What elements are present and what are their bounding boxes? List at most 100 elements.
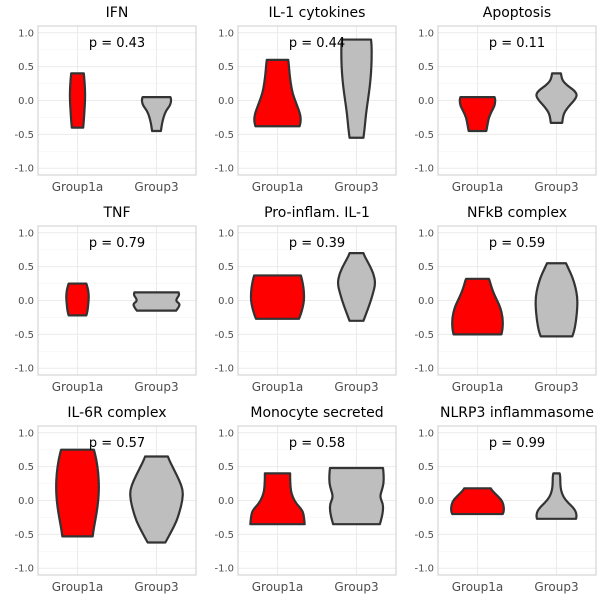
x-tick-label: Group1a bbox=[452, 580, 504, 594]
x-tick-label: Group3 bbox=[134, 580, 178, 594]
y-tick-label: 1.0 bbox=[18, 428, 34, 439]
p-value-label: p = 0.44 bbox=[289, 36, 345, 51]
y-tick-label: -0.5 bbox=[214, 530, 234, 541]
x-tick-label: Group3 bbox=[534, 180, 578, 194]
x-tick-label: Group3 bbox=[334, 380, 378, 394]
panel-6: -1.0 -0.5 0.0 0.5 1.0 Group1a Group3 NFkB compl… bbox=[414, 205, 597, 394]
plot-frame bbox=[37, 425, 197, 576]
violin-group1a bbox=[451, 277, 504, 336]
panel-title: NFkB complex bbox=[467, 205, 567, 221]
panel-7: -1.0 -0.5 0.0 0.5 1.0 Group1a Group3 IL-6R comp… bbox=[14, 405, 197, 594]
y-tick-label: 0.0 bbox=[18, 96, 34, 107]
y-tick-label: 0.5 bbox=[418, 462, 434, 473]
x-tick-label: Group1a bbox=[252, 180, 304, 194]
x-tick-label: Group3 bbox=[534, 580, 578, 594]
plot-frame bbox=[437, 425, 597, 576]
y-tick-label: -0.5 bbox=[414, 130, 434, 141]
violin-group3 bbox=[336, 251, 377, 322]
y-tick-label: 0.0 bbox=[418, 496, 434, 507]
panel-title: IL-6R complex bbox=[67, 405, 166, 421]
violin-group1a bbox=[249, 274, 306, 320]
y-tick-label: -1.0 bbox=[214, 164, 234, 175]
y-tick-label: 0.5 bbox=[218, 62, 234, 73]
y-tick-label: -0.5 bbox=[414, 330, 434, 341]
violin-group3 bbox=[140, 96, 173, 133]
y-tick-label: 1.0 bbox=[418, 228, 434, 239]
y-tick-label: 0.0 bbox=[218, 496, 234, 507]
panel-title: TNF bbox=[102, 205, 130, 221]
y-tick-label: 1.0 bbox=[18, 228, 34, 239]
x-tick-label: Group3 bbox=[534, 380, 578, 394]
y-tick-label: 0.0 bbox=[418, 96, 434, 107]
p-value-label: p = 0.11 bbox=[489, 36, 545, 51]
x-tick-label: Group1a bbox=[52, 380, 104, 394]
x-tick-label: Group1a bbox=[252, 380, 304, 394]
violin-group3 bbox=[129, 455, 184, 544]
violin-group3 bbox=[132, 291, 181, 312]
y-tick-label: -0.5 bbox=[14, 330, 34, 341]
y-tick-label: 1.0 bbox=[218, 28, 234, 39]
violin-group3 bbox=[340, 38, 373, 139]
p-value-label: p = 0.39 bbox=[289, 236, 345, 251]
x-tick-label: Group1a bbox=[52, 580, 104, 594]
y-tick-label: -0.5 bbox=[14, 130, 34, 141]
p-value-label: p = 0.99 bbox=[489, 436, 545, 451]
violin-group1a bbox=[55, 448, 100, 538]
panel-8: -1.0 -0.5 0.0 0.5 1.0 Group1a Group3 Monocyte s… bbox=[214, 405, 397, 594]
y-tick-label: 0.5 bbox=[418, 62, 434, 73]
y-tick-label: 0.5 bbox=[18, 462, 34, 473]
x-tick-label: Group1a bbox=[452, 380, 504, 394]
panel-5: -1.0 -0.5 0.0 0.5 1.0 Group1a Group3 Pro-inflam… bbox=[214, 205, 397, 394]
x-tick-label: Group1a bbox=[452, 180, 504, 194]
y-tick-label: 0.5 bbox=[18, 262, 34, 273]
p-value-label: p = 0.57 bbox=[89, 436, 145, 451]
panel-2: -1.0 -0.5 0.0 0.5 1.0 Group1a Group3 IL-1 cytok… bbox=[214, 5, 397, 194]
x-tick-label: Group3 bbox=[134, 180, 178, 194]
y-tick-label: -1.0 bbox=[14, 564, 34, 575]
x-tick-label: Group3 bbox=[334, 180, 378, 194]
panel-title: Apoptosis bbox=[483, 5, 551, 21]
p-value-label: p = 0.79 bbox=[89, 236, 145, 251]
panel-title: IFN bbox=[106, 5, 129, 21]
y-tick-label: 0.5 bbox=[18, 62, 34, 73]
x-tick-label: Group3 bbox=[334, 580, 378, 594]
y-tick-label: -1.0 bbox=[14, 364, 34, 375]
y-tick-label: 0.5 bbox=[218, 462, 234, 473]
violin-group3 bbox=[535, 472, 578, 520]
y-tick-label: 0.5 bbox=[418, 262, 434, 273]
y-tick-label: 0.0 bbox=[218, 296, 234, 307]
y-tick-label: 0.0 bbox=[218, 96, 234, 107]
plot-frame bbox=[237, 425, 397, 576]
p-value-label: p = 0.58 bbox=[289, 436, 345, 451]
x-tick-label: Group3 bbox=[134, 380, 178, 394]
panel-3: -1.0 -0.5 0.0 0.5 1.0 Group1a Group3 Apoptosis p… bbox=[414, 5, 597, 194]
p-value-label: p = 0.59 bbox=[489, 236, 545, 251]
violin-group3 bbox=[328, 466, 385, 526]
panel-1: -1.0 -0.5 0.0 0.5 1.0 Group1a Group3 IFN p = 0.4… bbox=[14, 5, 197, 194]
y-tick-label: -1.0 bbox=[214, 564, 234, 575]
y-tick-label: 0.0 bbox=[18, 496, 34, 507]
y-tick-label: -1.0 bbox=[14, 164, 34, 175]
violin-group1a bbox=[65, 282, 90, 317]
y-tick-label: -1.0 bbox=[214, 364, 234, 375]
y-tick-label: 1.0 bbox=[18, 28, 34, 39]
plot-frame bbox=[437, 25, 597, 176]
y-tick-label: 1.0 bbox=[218, 228, 234, 239]
y-tick-label: -0.5 bbox=[414, 530, 434, 541]
plot-frame bbox=[37, 25, 197, 176]
y-tick-label: 0.0 bbox=[18, 296, 34, 307]
violin-group1a bbox=[450, 487, 505, 516]
panel-title: NLRP3 inflammasome bbox=[440, 405, 594, 421]
plot-frame bbox=[237, 25, 397, 176]
plot-frame bbox=[237, 225, 397, 376]
y-tick-label: -0.5 bbox=[214, 330, 234, 341]
x-tick-label: Group1a bbox=[52, 180, 104, 194]
violin-group3 bbox=[534, 262, 579, 338]
y-tick-label: -1.0 bbox=[414, 564, 434, 575]
violin-group3 bbox=[535, 72, 578, 124]
violin-group1a bbox=[249, 472, 306, 526]
y-tick-label: -1.0 bbox=[414, 164, 434, 175]
y-tick-label: 1.0 bbox=[418, 428, 434, 439]
